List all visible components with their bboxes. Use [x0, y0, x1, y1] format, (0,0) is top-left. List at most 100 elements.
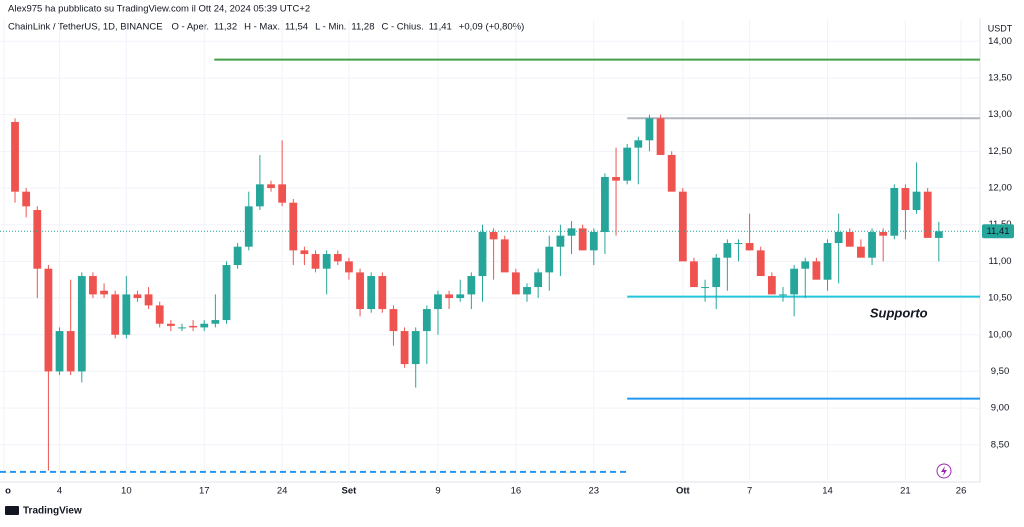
legend-text: 11,41 — [429, 22, 452, 33]
candle-body — [200, 323, 209, 328]
candle-body — [612, 177, 620, 181]
candle-body — [411, 331, 420, 365]
candle-body — [311, 254, 320, 269]
event-icon-bolt — [941, 466, 947, 476]
candle-body — [801, 261, 810, 269]
legend-text: C - Chius. — [381, 22, 423, 33]
y-tick-label: 11,00 — [988, 256, 1011, 267]
candle-body — [734, 243, 743, 245]
candle-body — [845, 232, 854, 247]
y-tick-label: 14,00 — [988, 36, 1012, 47]
candle-body — [745, 243, 754, 251]
candle-body — [823, 243, 832, 280]
annotation: Supporto — [870, 306, 928, 321]
candle-body — [233, 246, 242, 266]
candle-body — [645, 118, 654, 141]
y-tick-label: 9,50 — [991, 366, 1010, 377]
candle-body — [634, 140, 643, 148]
candle-body — [122, 294, 131, 335]
candle-body — [267, 184, 275, 189]
x-tick-label: 16 — [511, 486, 522, 497]
candle-body — [656, 118, 665, 155]
candle-body — [44, 268, 53, 372]
candle-body — [712, 257, 721, 288]
candle-body — [289, 202, 298, 251]
candle-body — [356, 272, 364, 310]
candle-body — [589, 232, 598, 251]
x-tick-label: 23 — [588, 486, 599, 497]
y-tick-label: 12,00 — [988, 183, 1012, 194]
published-note: Alex975 ha pubblicato su TradingView.com… — [8, 4, 310, 15]
candle-body — [389, 309, 398, 332]
candle-body — [144, 294, 153, 306]
candle-body — [445, 294, 453, 299]
candle-body — [511, 272, 520, 295]
x-tick-label: o — [5, 486, 11, 497]
candle-body — [534, 272, 543, 288]
candle-body — [901, 188, 910, 211]
x-tick-label: 4 — [57, 486, 62, 497]
x-tick-label: 10 — [121, 486, 132, 497]
candle-body — [812, 261, 821, 280]
y-tick-label: 10,00 — [988, 329, 1012, 340]
y-tick-label: 10,50 — [988, 293, 1012, 304]
candle-body — [11, 121, 19, 192]
candle-body — [523, 287, 531, 295]
candle-body — [55, 331, 64, 372]
ohlc-legend: ChainLink / TetherUS, 1D, BINANCE O - Ape… — [8, 22, 524, 33]
legend-text: ChainLink / TetherUS, 1D, BINANCE — [8, 22, 163, 33]
candle-body — [100, 290, 108, 295]
candle-body — [400, 331, 409, 365]
candle-body — [278, 184, 287, 203]
candle-body — [701, 287, 709, 289]
candle-body — [723, 243, 732, 258]
candle-body — [667, 154, 676, 192]
candle-body — [623, 147, 632, 181]
x-tick-label: 7 — [747, 486, 752, 497]
x-tick-label: 17 — [199, 486, 210, 497]
legend-text: 11,32 — [214, 22, 237, 33]
candle-body — [756, 250, 765, 277]
x-tick-label: 26 — [956, 486, 967, 497]
candle-body — [77, 276, 86, 372]
candle-body — [22, 191, 31, 207]
last-price-label: 11,41 — [986, 226, 1009, 237]
candle-body — [567, 228, 576, 236]
candle-body — [222, 265, 231, 321]
candle-body — [345, 261, 353, 273]
tv-logo — [5, 506, 19, 515]
candle-body — [300, 250, 309, 255]
candle-body — [367, 276, 376, 310]
x-tick-label: 24 — [277, 486, 288, 497]
candle-body — [255, 184, 264, 207]
x-tick-label: 14 — [822, 486, 833, 497]
candle-body — [467, 276, 476, 295]
candle-body — [478, 232, 487, 277]
footer-brand: TradingView — [23, 506, 82, 517]
candle-body — [545, 246, 554, 273]
candle-body — [422, 309, 431, 332]
x-tick-label: 21 — [900, 486, 911, 497]
candle-body — [378, 276, 387, 310]
candle-body — [500, 239, 509, 273]
x-tick-label: Set — [342, 486, 358, 497]
candle-body — [189, 325, 198, 328]
candle-body — [767, 276, 776, 295]
legend-text: L - Min. — [315, 22, 346, 33]
y-tick-label: 13,00 — [988, 109, 1012, 120]
legend-text: +0,09 (+0,80%) — [459, 22, 525, 33]
y-tick-label: 8,50 — [991, 439, 1010, 450]
candle-body — [66, 331, 75, 372]
y-tick-label: 13,50 — [988, 72, 1012, 83]
candle-body — [556, 235, 565, 247]
legend-text: 11,54 — [285, 22, 308, 33]
x-tick-label: Ott — [676, 486, 691, 497]
candle-body — [912, 191, 921, 211]
candle-body — [890, 188, 899, 236]
candle-body — [790, 268, 799, 295]
candle-body — [868, 232, 876, 258]
legend-text: O - Aper. — [172, 22, 210, 33]
candle-body — [166, 323, 175, 326]
candle-body — [178, 327, 186, 329]
